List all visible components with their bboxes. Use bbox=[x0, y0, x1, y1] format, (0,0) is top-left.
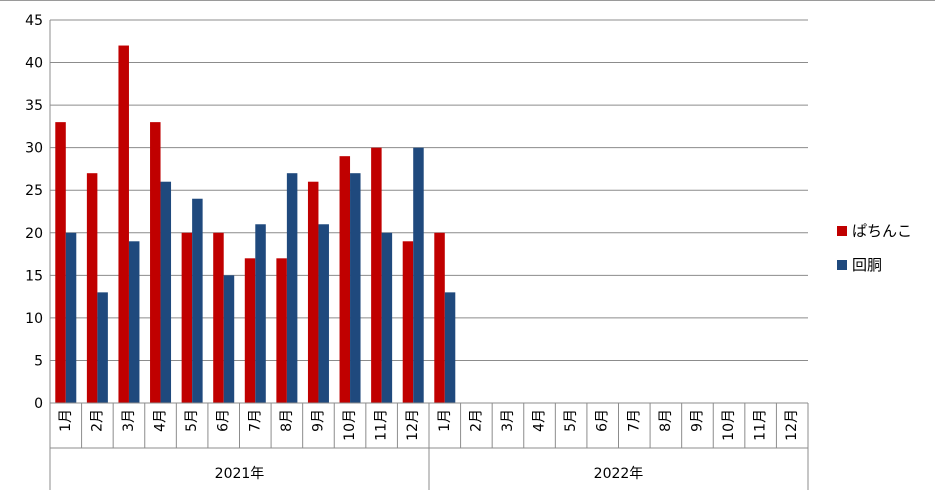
bar-kaido bbox=[128, 241, 140, 403]
y-tick-label: 30 bbox=[25, 141, 43, 157]
bar-pachinko bbox=[55, 122, 66, 403]
x-tick-label: 10月 bbox=[721, 409, 737, 441]
legend-swatch bbox=[837, 260, 847, 270]
x-tick-label: 3月 bbox=[500, 409, 516, 432]
x-tick-label: 1月 bbox=[437, 409, 453, 432]
bar-kaido bbox=[97, 292, 108, 403]
x-tick-label: 4月 bbox=[153, 409, 169, 432]
y-tick-label: 0 bbox=[34, 396, 43, 412]
bar-pachinko bbox=[402, 241, 414, 403]
bar-pachinko bbox=[434, 232, 445, 403]
x-tick-label: 8月 bbox=[658, 409, 674, 432]
bar-pachinko bbox=[276, 258, 287, 403]
x-tick-label: 7月 bbox=[247, 409, 263, 432]
y-tick-label: 40 bbox=[25, 56, 43, 72]
bar-kaido bbox=[350, 173, 361, 403]
legend-label: ぱちんこ bbox=[852, 222, 912, 240]
bars bbox=[55, 45, 456, 404]
bar-kaido bbox=[413, 147, 424, 403]
bar-kaido bbox=[192, 198, 203, 403]
bar-kaido bbox=[286, 173, 298, 403]
bar-kaido bbox=[381, 232, 393, 403]
bar-pachinko bbox=[244, 258, 256, 403]
x-tick-label: 10月 bbox=[342, 409, 358, 441]
bar-pachinko bbox=[150, 122, 161, 403]
bar-pachinko bbox=[307, 181, 319, 403]
y-tick-label: 10 bbox=[25, 311, 43, 327]
bar-kaido bbox=[223, 275, 235, 403]
bar-pachinko bbox=[213, 232, 224, 403]
bar-kaido bbox=[318, 224, 329, 403]
x-tick-label: 5月 bbox=[563, 409, 579, 432]
x-tick-label: 12月 bbox=[784, 409, 800, 441]
x-tick-label: 7月 bbox=[626, 409, 642, 432]
bar-pachinko bbox=[339, 156, 351, 403]
gridlines bbox=[50, 19, 808, 361]
x-tick-label: 12月 bbox=[405, 409, 421, 441]
y-tick-label: 5 bbox=[34, 353, 43, 369]
x-tick-label: 11月 bbox=[374, 409, 390, 441]
y-tick-label: 15 bbox=[25, 268, 43, 284]
legend-swatch bbox=[837, 226, 847, 236]
x-tick-label: 4月 bbox=[532, 409, 548, 432]
y-tick-label: 35 bbox=[25, 98, 43, 114]
x-tick-label: 11月 bbox=[753, 409, 769, 441]
x-tick-label: 9月 bbox=[689, 409, 705, 432]
group-label: 2021年 bbox=[215, 466, 265, 482]
axis-labels: 0 5 10 15 20 25 30 35 40 45 1月 2月 3月 4月 5月 6月 7月 8月 9月 10月 1… bbox=[25, 13, 800, 482]
axes bbox=[49, 20, 809, 490]
legend-label: 回胴 bbox=[852, 256, 882, 274]
bar-pachinko bbox=[371, 147, 382, 403]
x-tick-label: 6月 bbox=[216, 409, 232, 432]
bar-pachinko bbox=[86, 173, 98, 403]
bar-pachinko bbox=[181, 232, 193, 403]
x-tick-label: 8月 bbox=[279, 409, 295, 432]
bar-kaido bbox=[160, 181, 172, 403]
x-tick-label: 5月 bbox=[184, 409, 200, 432]
bar-kaido bbox=[65, 232, 77, 403]
x-tick-label: 2月 bbox=[468, 409, 484, 432]
bar-pachinko bbox=[118, 45, 129, 404]
y-tick-label: 45 bbox=[25, 13, 43, 29]
bar-kaido bbox=[444, 292, 456, 403]
bar-kaido bbox=[255, 224, 266, 403]
x-tick-label: 6月 bbox=[595, 409, 611, 432]
x-tick-label: 9月 bbox=[310, 409, 326, 432]
y-tick-label: 25 bbox=[25, 183, 43, 199]
group-label: 2022年 bbox=[594, 466, 644, 482]
x-tick-label: 1月 bbox=[58, 409, 74, 432]
x-tick-label: 2月 bbox=[89, 409, 105, 432]
top-border bbox=[0, 0, 935, 1]
x-tick-label: 3月 bbox=[121, 409, 137, 432]
y-tick-label: 20 bbox=[25, 226, 43, 242]
